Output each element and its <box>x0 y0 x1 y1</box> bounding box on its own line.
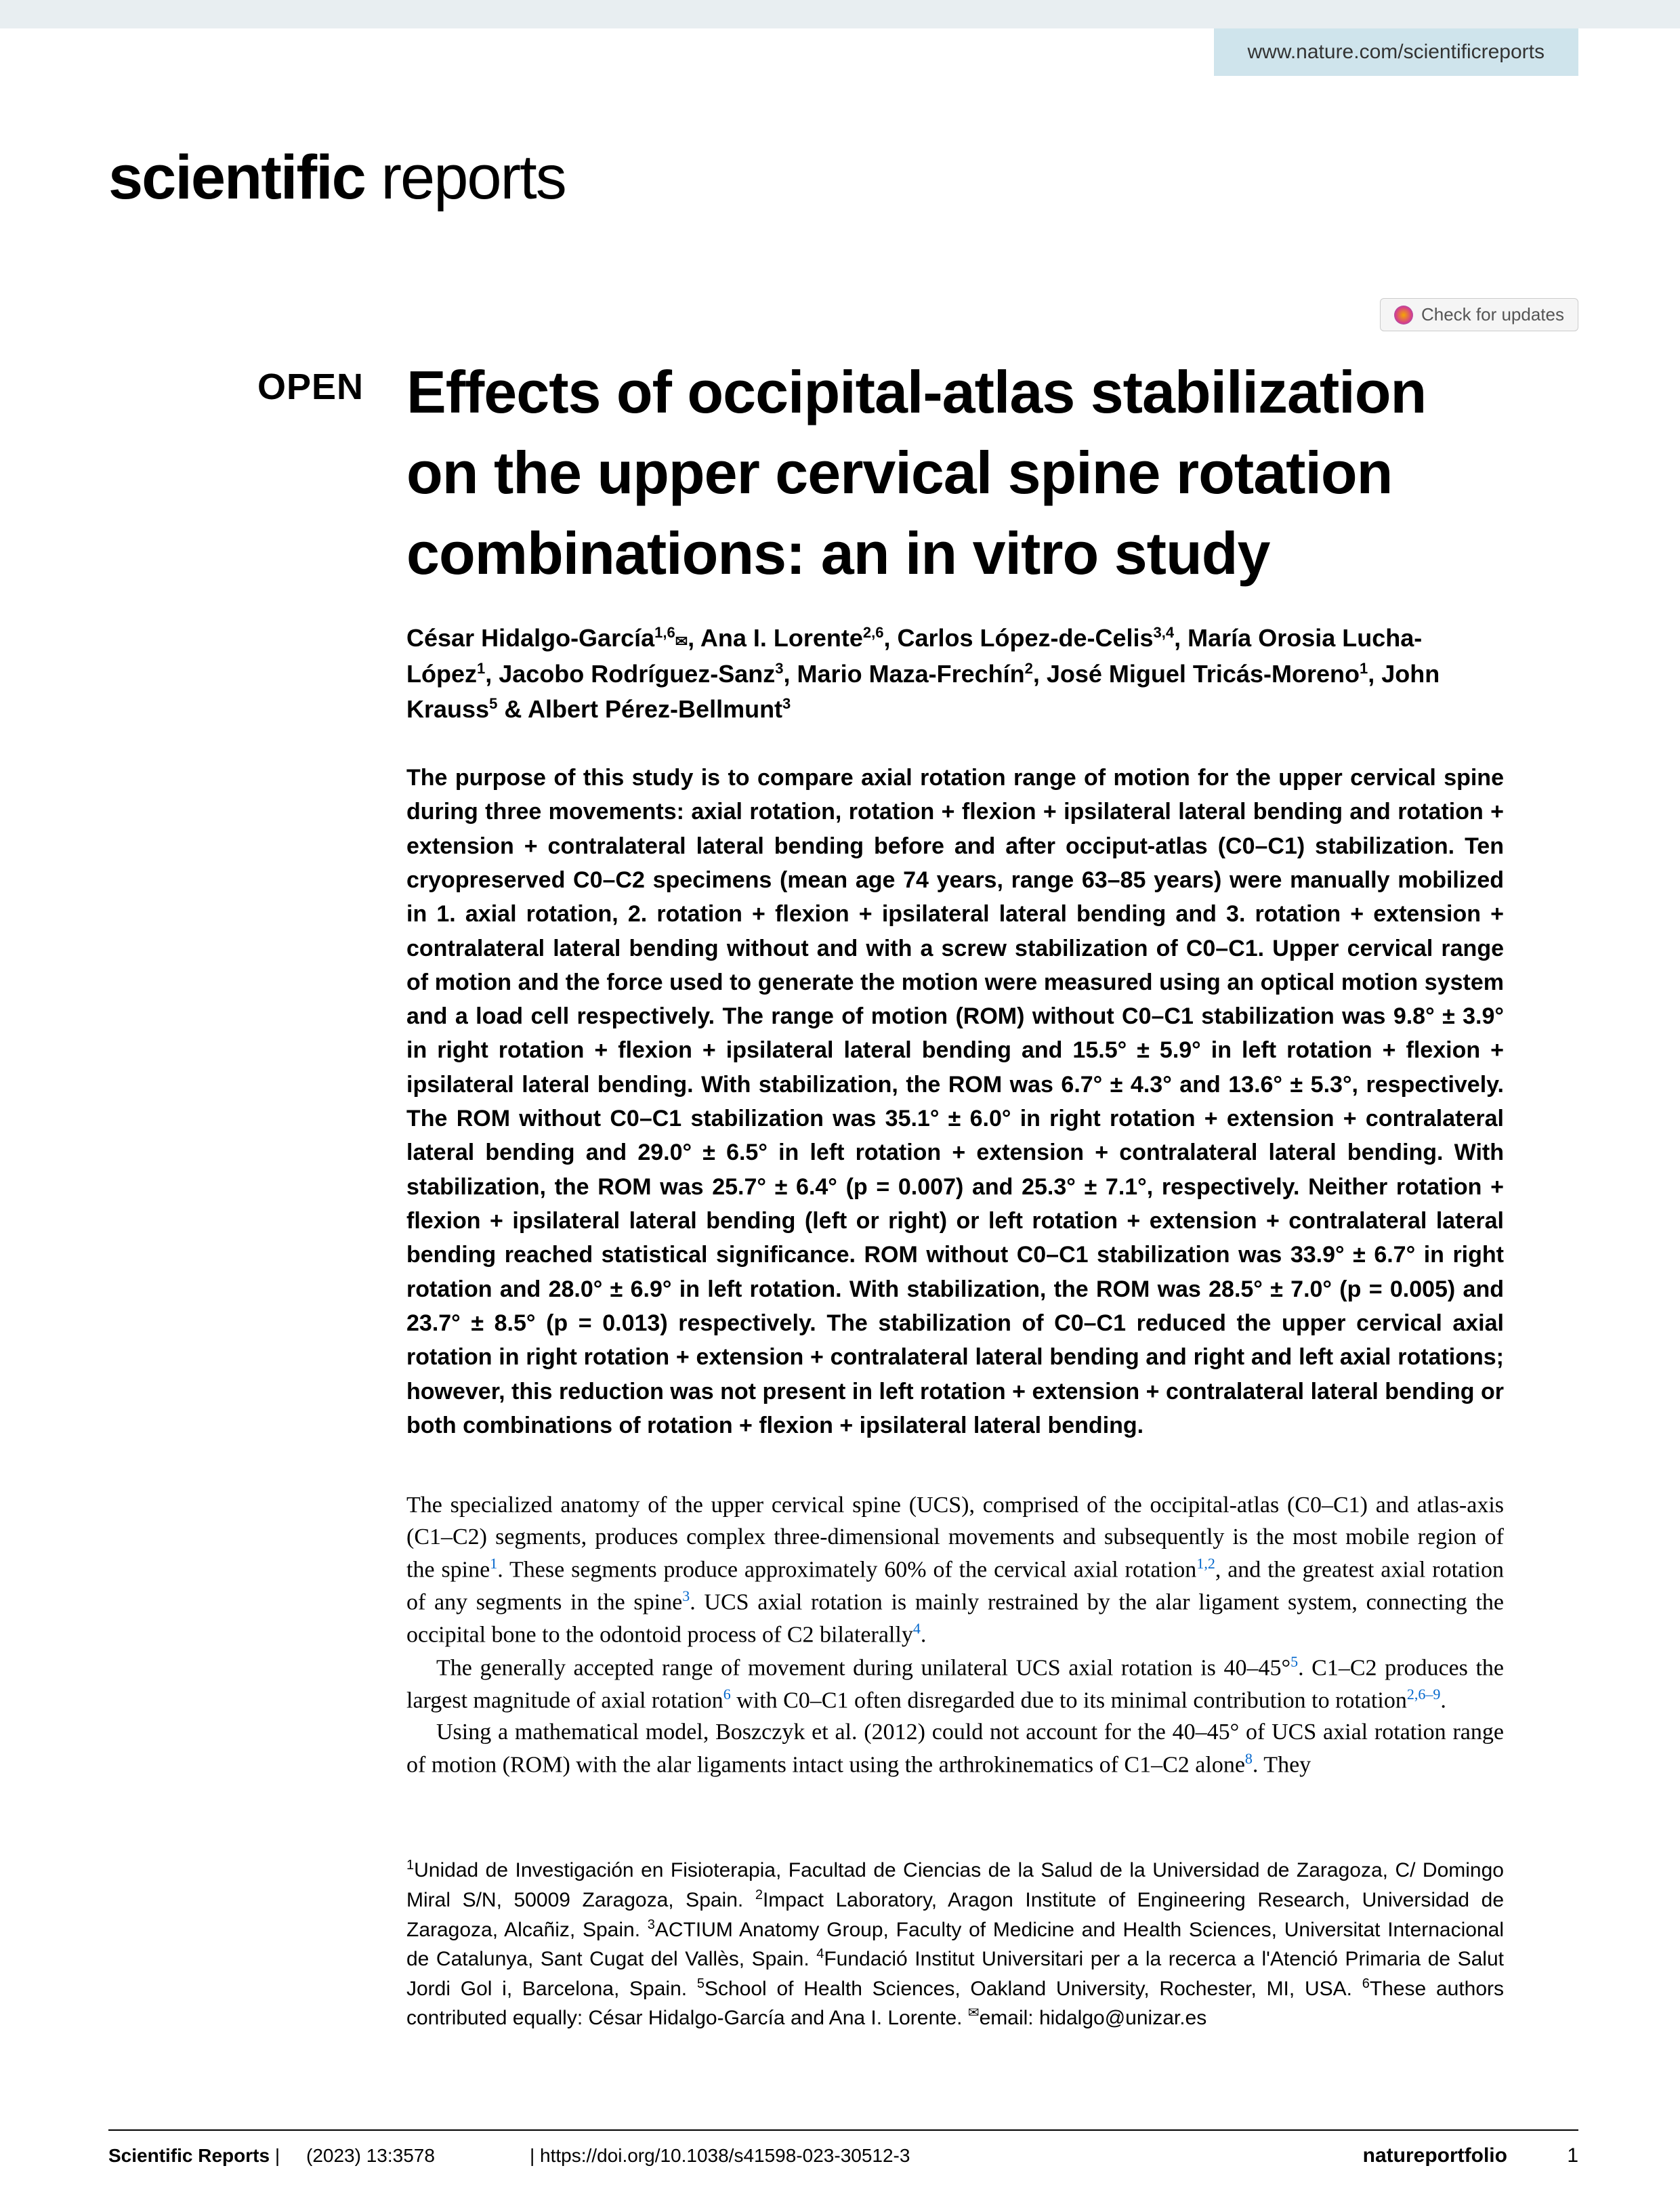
open-access-badge: OPEN <box>257 366 364 408</box>
footer-doi: | https://doi.org/10.1038/s41598-023-305… <box>530 2145 910 2166</box>
footer-left: Scientific Reports | (2023) 13:3578 | ht… <box>108 2145 910 2167</box>
article-title: Effects of occipital-atlas stabilization… <box>406 352 1504 593</box>
footer-citation: (2023) 13:3578 <box>306 2145 435 2166</box>
page-number: 1 <box>1567 2144 1578 2167</box>
top-bar <box>0 0 1680 28</box>
journal-logo-bold: scientific <box>108 143 365 212</box>
check-updates-button[interactable]: Check for updates <box>1380 298 1578 331</box>
footer-publisher: natureportfolio <box>1363 2144 1507 2167</box>
main-content: Effects of occipital-atlas stabilization… <box>406 352 1504 2033</box>
body-paragraph-1: The specialized anatomy of the upper cer… <box>406 1490 1504 1652</box>
url-banner: www.nature.com/scientificreports <box>1214 28 1579 76</box>
journal-logo-light: reports <box>365 143 566 212</box>
authors-list: César Hidalgo-García1,6✉, Ana I. Lorente… <box>406 621 1504 727</box>
body-text: The specialized anatomy of the upper cer… <box>406 1490 1504 1781</box>
check-updates-label: Check for updates <box>1421 304 1564 325</box>
footer: Scientific Reports | (2023) 13:3578 | ht… <box>108 2129 1578 2167</box>
affiliations: 1Unidad de Investigación en Fisioterapia… <box>406 1856 1504 2033</box>
crossmark-icon <box>1394 306 1413 325</box>
journal-logo: scientific reports <box>108 142 566 213</box>
body-paragraph-2: The generally accepted range of movement… <box>406 1652 1504 1717</box>
footer-journal: Scientific Reports <box>108 2145 270 2166</box>
abstract: The purpose of this study is to compare … <box>406 761 1504 1442</box>
footer-right: natureportfolio 1 <box>1363 2144 1578 2167</box>
body-paragraph-3: Using a mathematical model, Boszczyk et … <box>406 1717 1504 1781</box>
